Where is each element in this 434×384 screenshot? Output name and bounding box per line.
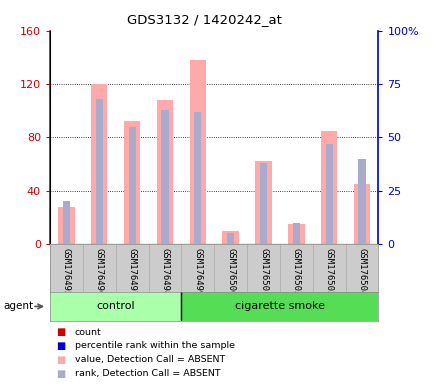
Text: ■: ■ <box>56 369 66 379</box>
Text: GSM176495: GSM176495 <box>62 248 71 296</box>
Bar <box>62 201 70 244</box>
Bar <box>358 159 365 244</box>
Text: GSM176500: GSM176500 <box>226 248 235 296</box>
Bar <box>128 127 135 244</box>
Bar <box>124 121 140 244</box>
Bar <box>50 292 181 321</box>
Bar <box>222 230 238 244</box>
Text: GSM176499: GSM176499 <box>193 248 202 296</box>
Text: agent: agent <box>3 301 33 311</box>
Bar <box>292 223 299 244</box>
Bar <box>353 184 369 244</box>
Text: ■: ■ <box>56 327 66 337</box>
Bar <box>58 207 75 244</box>
Bar <box>95 99 103 244</box>
Text: GSM176496: GSM176496 <box>95 248 104 296</box>
Bar <box>320 131 337 244</box>
Text: value, Detection Call = ABSENT: value, Detection Call = ABSENT <box>75 355 224 364</box>
Text: GSM176498: GSM176498 <box>160 248 169 296</box>
Text: GDS3132 / 1420242_at: GDS3132 / 1420242_at <box>127 13 281 26</box>
Text: GSM176502: GSM176502 <box>291 248 300 296</box>
Text: GSM176504: GSM176504 <box>357 248 366 296</box>
Text: percentile rank within the sample: percentile rank within the sample <box>75 341 234 351</box>
Text: ■: ■ <box>56 341 66 351</box>
Text: cigarette smoke: cigarette smoke <box>234 301 324 311</box>
Bar <box>156 100 173 244</box>
Text: count: count <box>75 328 101 337</box>
Text: ■: ■ <box>56 355 66 365</box>
Text: rank, Detection Call = ABSENT: rank, Detection Call = ABSENT <box>75 369 220 378</box>
Text: GSM176503: GSM176503 <box>324 248 333 296</box>
Bar <box>161 109 168 244</box>
Bar <box>227 233 234 244</box>
Text: GSM176501: GSM176501 <box>258 248 267 296</box>
Bar <box>194 112 201 244</box>
Bar <box>255 161 271 244</box>
Bar <box>189 60 206 244</box>
Bar <box>259 163 266 244</box>
Bar <box>325 144 332 244</box>
Text: control: control <box>96 301 135 311</box>
Bar <box>287 224 304 244</box>
Bar <box>181 292 378 321</box>
Bar <box>91 84 107 244</box>
Text: GSM176497: GSM176497 <box>127 248 136 296</box>
